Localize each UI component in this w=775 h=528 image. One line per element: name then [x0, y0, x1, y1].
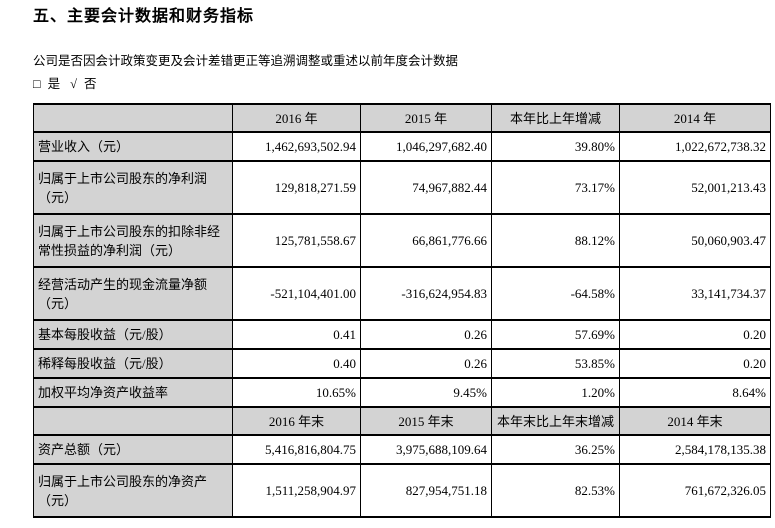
table-row: 经营活动产生的现金流量净额（元） -521,104,401.00 -316,62… [33, 266, 771, 321]
value-cell: 0.20 [619, 319, 771, 350]
value-cell: 0.26 [360, 319, 492, 350]
value-cell: -64.58% [491, 266, 620, 321]
table-row: 营业收入（元） 1,462,693,502.94 1,046,297,682.4… [33, 131, 771, 162]
row-label-cell: 加权平均净资产收益率 [33, 377, 233, 408]
value-cell: 5,416,816,804.75 [232, 434, 361, 465]
table-header-row: 2016 年 2015 年 本年比上年增减 2014 年 [33, 103, 771, 133]
table-row: 资产总额（元） 5,416,816,804.75 3,975,688,109.6… [33, 434, 771, 465]
value-cell: 52,001,213.43 [619, 160, 771, 215]
corner-cell [33, 406, 233, 436]
column-header: 本年比上年增减 [491, 103, 620, 133]
table-row: 归属于上市公司股东的扣除非经常性损益的净利润（元） 125,781,558.67… [33, 213, 771, 268]
value-cell: 82.53% [491, 463, 620, 518]
row-label-cell: 资产总额（元） [33, 434, 233, 465]
column-header: 2014 年末 [619, 406, 771, 436]
page-title: 五、主要会计数据和财务指标 [33, 8, 255, 25]
column-header: 2016 年 [232, 103, 361, 133]
value-cell: 74,967,882.44 [360, 160, 492, 215]
value-cell: 66,861,776.66 [360, 213, 492, 268]
value-cell: 0.40 [232, 348, 361, 379]
row-label-cell: 归属于上市公司股东的净利润（元） [33, 160, 233, 215]
value-cell: 36.25% [491, 434, 620, 465]
value-cell: 1,462,693,502.94 [232, 131, 361, 162]
row-label-cell: 归属于上市公司股东的净资产（元） [33, 463, 233, 518]
value-cell: -521,104,401.00 [232, 266, 361, 321]
yes-label: 是 [47, 77, 61, 91]
column-header: 2015 年 [360, 103, 492, 133]
column-header: 2014 年 [619, 103, 771, 133]
checkmark-icon: √ [70, 77, 77, 91]
value-cell: 57.69% [491, 319, 620, 350]
value-cell: 761,672,326.05 [619, 463, 771, 518]
value-cell: 8.64% [619, 377, 771, 408]
value-cell: 73.17% [491, 160, 620, 215]
row-label-cell: 经营活动产生的现金流量净额（元） [33, 266, 233, 321]
value-cell: 2,584,178,135.38 [619, 434, 771, 465]
value-cell: 1,511,258,904.97 [232, 463, 361, 518]
row-label-cell: 营业收入（元） [33, 131, 233, 162]
yes-no-checkline: □ 是 √ 否 [33, 77, 775, 92]
value-cell: 10.65% [232, 377, 361, 408]
column-header: 2015 年末 [360, 406, 492, 436]
value-cell: 53.85% [491, 348, 620, 379]
value-cell: 1.20% [491, 377, 620, 408]
value-cell: 3,975,688,109.64 [360, 434, 492, 465]
value-cell: 125,781,558.67 [232, 213, 361, 268]
table-row: 基本每股收益（元/股） 0.41 0.26 57.69% 0.20 [33, 319, 771, 350]
financial-indicators-table: 2016 年 2015 年 本年比上年增减 2014 年 营业收入（元） 1,4… [33, 103, 771, 518]
table-header-row: 2016 年末 2015 年末 本年末比上年末增减 2014 年末 [33, 406, 771, 436]
no-label: 否 [83, 77, 97, 91]
value-cell: 88.12% [491, 213, 620, 268]
value-cell: 50,060,903.47 [619, 213, 771, 268]
column-header: 本年末比上年末增减 [491, 406, 620, 436]
checkbox-unchecked-icon: □ [33, 77, 41, 91]
column-header: 2016 年末 [232, 406, 361, 436]
row-label-cell: 基本每股收益（元/股） [33, 319, 233, 350]
value-cell: -316,624,954.83 [360, 266, 492, 321]
value-cell: 33,141,734.37 [619, 266, 771, 321]
table-row: 加权平均净资产收益率 10.65% 9.45% 1.20% 8.64% [33, 377, 771, 408]
value-cell: 39.80% [491, 131, 620, 162]
value-cell: 0.20 [619, 348, 771, 379]
value-cell: 1,022,672,738.32 [619, 131, 771, 162]
value-cell: 129,818,271.59 [232, 160, 361, 215]
value-cell: 827,954,751.18 [360, 463, 492, 518]
row-label-cell: 归属于上市公司股东的扣除非经常性损益的净利润（元） [33, 213, 233, 268]
value-cell: 9.45% [360, 377, 492, 408]
value-cell: 0.26 [360, 348, 492, 379]
restatement-question: 公司是否因会计政策变更及会计差错更正等追溯调整或重述以前年度会计数据 [33, 54, 459, 68]
corner-cell [33, 103, 233, 133]
table-row: 归属于上市公司股东的净利润（元） 129,818,271.59 74,967,8… [33, 160, 771, 215]
row-label-cell: 稀释每股收益（元/股） [33, 348, 233, 379]
value-cell: 1,046,297,682.40 [360, 131, 492, 162]
table-row: 稀释每股收益（元/股） 0.40 0.26 53.85% 0.20 [33, 348, 771, 379]
table-row: 归属于上市公司股东的净资产（元） 1,511,258,904.97 827,95… [33, 463, 771, 518]
value-cell: 0.41 [232, 319, 361, 350]
